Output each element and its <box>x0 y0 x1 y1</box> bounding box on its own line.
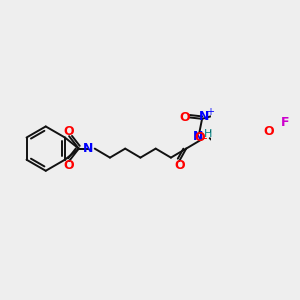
Text: O: O <box>263 125 274 138</box>
Text: N: N <box>83 142 94 155</box>
Text: -: - <box>202 132 207 145</box>
Text: O: O <box>64 159 74 172</box>
Text: N: N <box>192 130 203 142</box>
Text: F: F <box>281 116 290 129</box>
Text: H: H <box>203 129 212 139</box>
Text: N: N <box>199 110 209 123</box>
Text: O: O <box>194 131 205 144</box>
Text: O: O <box>174 159 184 172</box>
Text: +: + <box>206 107 214 117</box>
Text: O: O <box>64 125 74 138</box>
Text: O: O <box>179 111 190 124</box>
